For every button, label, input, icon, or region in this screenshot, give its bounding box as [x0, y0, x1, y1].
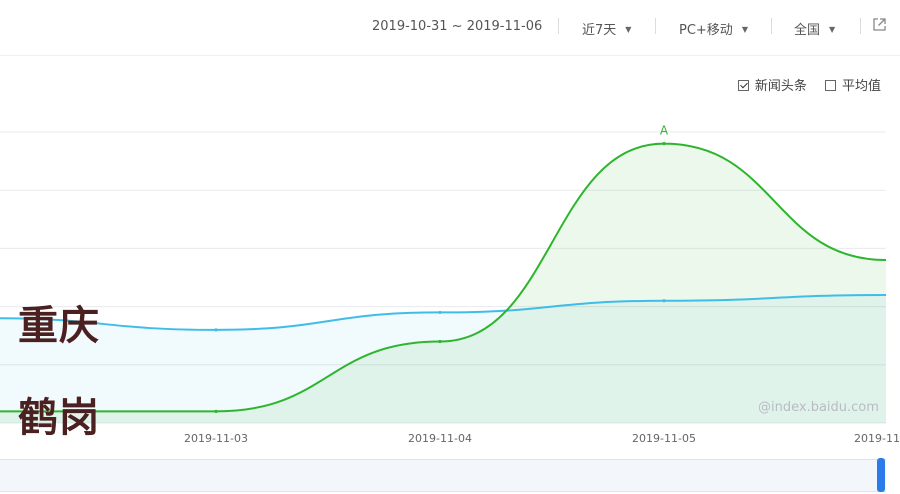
- toolbar-divider: [860, 18, 861, 34]
- toolbar-divider: [558, 18, 559, 34]
- series-area: [0, 294, 886, 423]
- caret-down-icon: ▼: [625, 25, 632, 34]
- x-tick-label: 2019-11-05: [632, 432, 696, 445]
- x-tick-label: 2019-11-03: [184, 432, 248, 445]
- caret-down-icon: ▼: [829, 25, 836, 34]
- x-tick-label: 2019-11-04: [408, 432, 472, 445]
- legend-item-average[interactable]: 平均值: [824, 75, 881, 94]
- device-label: PC+移动: [679, 23, 733, 38]
- annotation-marker: A: [660, 124, 669, 138]
- toolbar-divider: [771, 18, 772, 34]
- region-label: 全国: [794, 23, 821, 38]
- chart-legend: 新闻头条 平均值: [724, 75, 881, 94]
- legend-label: 新闻头条: [754, 79, 807, 94]
- region-dropdown[interactable]: 全国 ▼: [794, 19, 835, 38]
- legend-label: 平均值: [841, 79, 881, 94]
- series-line: [0, 142, 887, 413]
- x-axis-ticks: 2019-11-03 2019-11-04 2019-11-05 2019-11-06: [184, 432, 900, 445]
- overlay-label-top: 重庆: [18, 303, 100, 349]
- data-point: [438, 310, 442, 315]
- caret-down-icon: ▼: [741, 25, 748, 34]
- series-areas: [0, 143, 886, 423]
- share-icon[interactable]: [872, 17, 887, 32]
- data-point: [662, 142, 666, 146]
- timeline-scrollbar[interactable]: [0, 459, 886, 492]
- device-dropdown[interactable]: PC+移动 ▼: [679, 19, 748, 38]
- x-tick-label: 2019-11-06: [854, 432, 900, 445]
- data-point: [214, 328, 218, 332]
- period-label: 近7天: [582, 23, 617, 38]
- data-point: [662, 299, 666, 303]
- watermark: @index.baidu.com: [758, 400, 879, 415]
- timeline-handle[interactable]: [877, 458, 885, 492]
- checkbox-unchecked-icon: [824, 80, 836, 91]
- series-area: [0, 143, 886, 423]
- series-lines: [0, 142, 887, 413]
- grid: [0, 131, 886, 424]
- overlay-label-bottom: 鹤岗: [18, 395, 100, 441]
- checkbox-checked-icon: [737, 80, 749, 91]
- toolbar-divider: [655, 18, 656, 34]
- legend-item-news[interactable]: 新闻头条: [737, 75, 807, 94]
- data-point: [214, 409, 218, 413]
- toolbar: 2019-10-31 ~ 2019-11-06 近7天 ▼ PC+移动 ▼ 全国 ▼: [0, 0, 900, 56]
- annotations: A: [660, 124, 669, 138]
- data-point: [438, 339, 442, 344]
- period-dropdown[interactable]: 近7天 ▼: [582, 19, 631, 38]
- date-range-display[interactable]: 2019-10-31 ~ 2019-11-06: [372, 19, 543, 34]
